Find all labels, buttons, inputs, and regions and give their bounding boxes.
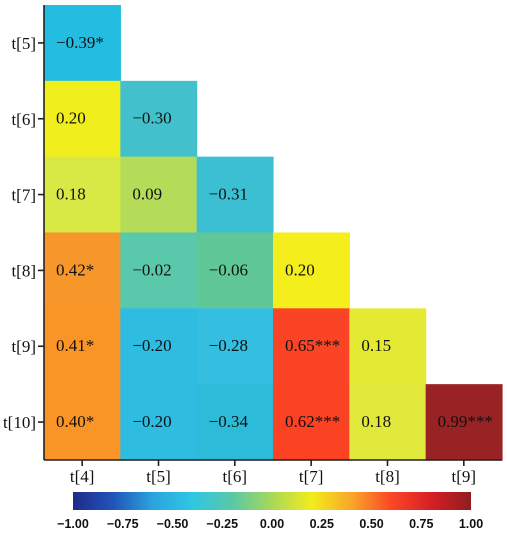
- x-tick-label: t[5]: [146, 467, 171, 486]
- cell-value-label: −0.02: [132, 260, 171, 279]
- heatmap-cell-t[6]-t[5]: [120, 80, 198, 158]
- colorbar-tick-label: −0.50: [157, 517, 189, 531]
- heatmap-cell-t[9]-t[6]: [196, 308, 274, 385]
- cell-value-label: 0.62***: [285, 412, 340, 431]
- x-tick-label: t[9]: [452, 467, 477, 486]
- heatmap-cell-t[7]-t[5]: [120, 156, 198, 234]
- colorbar: [73, 492, 471, 510]
- colorbar-tick-label: 0.50: [359, 517, 383, 531]
- heatmap-cell-t[8]-t[5]: [120, 232, 198, 309]
- heatmap-cell-t[10]-t[7]: [272, 384, 350, 461]
- heatmap-cell-t[10]-t[6]: [196, 384, 274, 461]
- cell-value-label: 0.09: [132, 184, 162, 203]
- y-tick-label: t[7]: [11, 186, 36, 205]
- heatmap-cell-t[9]-t[8]: [349, 308, 427, 385]
- heatmap-cell-t[8]-t[7]: [272, 232, 350, 309]
- y-tick-label: t[9]: [11, 337, 36, 356]
- heatmap-cell-t[10]-t[9]: [425, 384, 503, 461]
- heatmap-cell-t[6]-t[4]: [44, 80, 121, 158]
- heatmap-cell-t[9]-t[4]: [44, 308, 121, 385]
- cell-value-label: 0.65***: [285, 336, 340, 355]
- cell-value-label: 0.20: [56, 109, 86, 128]
- colorbar-tick-label: 0.25: [310, 517, 334, 531]
- y-tick-label: t[8]: [11, 261, 36, 280]
- heatmap-cell-t[7]-t[6]: [196, 156, 274, 234]
- heatmap-cell-t[10]-t[5]: [120, 384, 198, 461]
- colorbar-tick-label: 0.75: [409, 517, 433, 531]
- cell-value-label: −0.20: [132, 412, 171, 431]
- heatmap-cell-t[10]-t[8]: [349, 384, 427, 461]
- cell-value-label: 0.42*: [56, 260, 94, 279]
- colorbar-tick-label: −0.75: [107, 517, 139, 531]
- y-tick-label: t[5]: [11, 34, 36, 53]
- x-tick-label: t[6]: [223, 467, 248, 486]
- heatmap-cell-t[10]-t[4]: [44, 384, 121, 461]
- cell-value-label: 0.20: [285, 260, 315, 279]
- heatmap-cell-t[7]-t[4]: [44, 156, 121, 234]
- cell-value-label: −0.31: [209, 184, 248, 203]
- colorbar-tick-label: −1.00: [57, 517, 89, 531]
- x-tick-label: t[4]: [70, 467, 95, 486]
- cell-value-label: 0.15: [361, 336, 391, 355]
- y-tick-label: t[6]: [11, 110, 36, 129]
- colorbar-tick-label: 0.00: [260, 517, 284, 531]
- cell-value-label: 0.18: [56, 184, 86, 203]
- cell-value-label: 0.40*: [56, 412, 94, 431]
- heatmap-cell-t[8]-t[6]: [196, 232, 274, 309]
- cell-value-label: −0.06: [209, 260, 248, 279]
- cell-value-label: 0.18: [361, 412, 391, 431]
- cell-value-label: 0.99***: [438, 412, 493, 431]
- colorbar-tick-label: 1.00: [459, 517, 483, 531]
- y-tick-label: t[10]: [3, 413, 36, 432]
- cell-value-label: −0.39*: [56, 33, 104, 52]
- heatmap-cell-t[8]-t[4]: [44, 232, 121, 309]
- heatmap-cell-t[9]-t[7]: [272, 308, 350, 385]
- cell-value-label: 0.41*: [56, 336, 94, 355]
- cell-value-label: −0.20: [132, 336, 171, 355]
- heatmap-cell-t[9]-t[5]: [120, 308, 198, 385]
- colorbar-tick-label: −0.25: [206, 517, 238, 531]
- cell-value-label: −0.34: [209, 412, 249, 431]
- x-tick-label: t[7]: [299, 467, 324, 486]
- cell-value-label: −0.30: [132, 109, 171, 128]
- x-tick-label: t[8]: [375, 467, 400, 486]
- cell-value-label: −0.28: [209, 336, 248, 355]
- heatmap-cell-t[5]-t[4]: [44, 5, 121, 82]
